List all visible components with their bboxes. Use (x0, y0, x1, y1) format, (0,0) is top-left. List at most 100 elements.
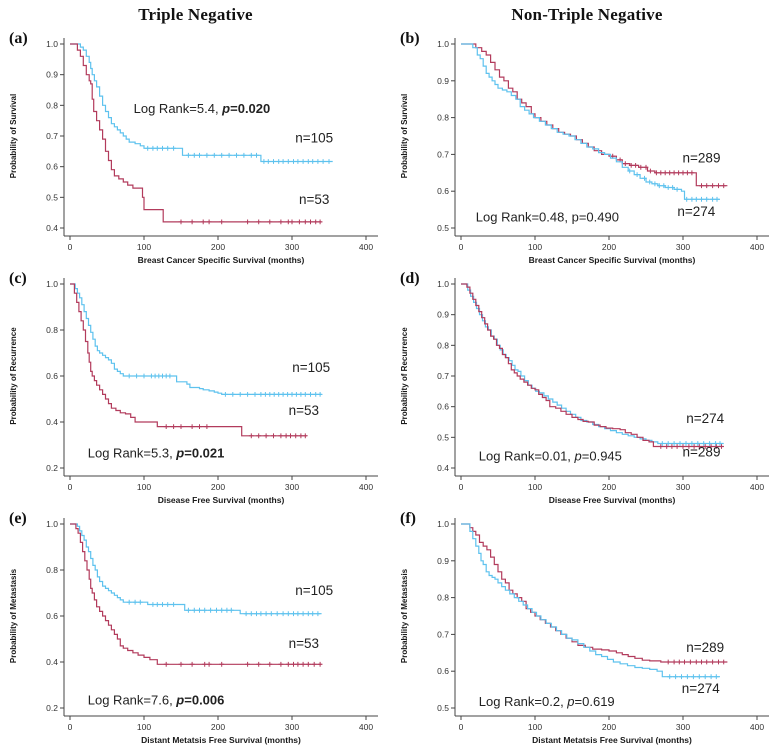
y-tick-label: 0.6 (437, 186, 449, 196)
panel-letter-a: (a) (9, 30, 28, 47)
log-rank-prefix: Log Rank=0.48, (476, 210, 572, 225)
p-symbol: p (572, 210, 579, 225)
series-line-n=105 (70, 523, 322, 615)
p-symbol: p (175, 693, 184, 708)
y-axis-title: Probability of Survival (9, 94, 18, 178)
y-axis-title: Probability of Recurrence (9, 327, 18, 425)
panel-letter-d: (d) (400, 270, 420, 287)
y-tick-label: 0.9 (437, 76, 449, 86)
y-tick-label: 0.2 (46, 703, 58, 713)
x-tick-label: 400 (359, 242, 373, 252)
series-n-label: n=53 (289, 636, 319, 651)
p-value: =0.020 (230, 101, 270, 116)
x-tick-label: 0 (459, 482, 464, 492)
series-line-n=274 (461, 43, 720, 200)
censor-marks-n=105 (145, 145, 332, 164)
panel-e: (e) 0 100 200 300 400 0.2 0.4 0.6 0.8 1.0 Distant … (0, 508, 391, 748)
x-tick-label: 200 (211, 482, 225, 492)
km-plot-c: 0 100 200 300 400 0.2 0.4 0.6 0.8 1.0 Disease Free… (9, 278, 378, 505)
y-tick-label: 0.4 (46, 223, 58, 233)
x-tick-label: 0 (459, 722, 464, 732)
y-tick-label: 0.8 (46, 565, 58, 575)
log-rank-prefix: Log Rank=5.3, (88, 446, 177, 461)
km-plot-f: 0 100 200 300 400 0.5 0.6 0.7 0.8 0.9 1.0 Distant M… (400, 518, 769, 745)
censor-marks-n=274 (627, 168, 720, 202)
series-n-label: n=105 (295, 131, 333, 146)
series-n-label: n=274 (682, 681, 720, 696)
y-tick-label: 0.6 (437, 666, 449, 676)
x-axis-title: Distant Metatsis Free Survival (months) (532, 735, 692, 745)
y-tick-label: 0.9 (437, 310, 449, 320)
x-tick-label: 0 (68, 242, 73, 252)
y-tick-label: 0.5 (437, 703, 449, 713)
series-line-n=105 (70, 283, 322, 395)
y-tick-label: 0.4 (437, 463, 449, 473)
y-tick-label: 0.8 (46, 325, 58, 335)
series-n-label: n=289 (686, 640, 724, 655)
y-tick-label: 0.4 (46, 657, 58, 667)
x-tick-label: 400 (750, 722, 764, 732)
x-tick-label: 400 (750, 242, 764, 252)
x-tick-label: 300 (285, 482, 299, 492)
x-axis-title: Disease Free Survival (months) (549, 495, 676, 505)
y-tick-label: 0.6 (46, 162, 58, 172)
y-tick-label: 0.8 (46, 100, 58, 110)
censor-marks-n=289 (665, 659, 727, 665)
y-tick-label: 0.2 (46, 463, 58, 473)
panel-a: (a) 0 100 200 300 400 0.4 0.5 0.6 0.7 0.8 0.9 1.0 Br… (0, 28, 391, 268)
series-n-label: n=105 (292, 360, 330, 375)
censor-marks-n=274 (659, 441, 723, 446)
panel-grid: (a) 0 100 200 300 400 0.4 0.5 0.6 0.7 0.8 0.9 1.0 Br… (0, 28, 783, 748)
y-tick-label: 0.5 (437, 223, 449, 233)
log-rank-prefix: Log Rank=7.6, (88, 693, 177, 708)
x-tick-label: 300 (285, 242, 299, 252)
panel-letter-b: (b) (400, 30, 420, 47)
log-rank-annotation: Log Rank=7.6, p=0.006 (88, 693, 225, 708)
series-line-n=289 (461, 283, 724, 448)
p-symbol: p (175, 446, 184, 461)
series-n-label: n=289 (683, 445, 721, 460)
panel-letter-f: (f) (400, 510, 416, 527)
series-line-n=274 (461, 523, 720, 678)
x-tick-label: 100 (528, 722, 542, 732)
x-axis-title: Distant Metatsis Free Survival (months) (141, 735, 301, 745)
censor-marks-n=289 (610, 153, 727, 189)
y-tick-label: 0.8 (437, 113, 449, 123)
censor-marks-n=53 (178, 219, 323, 225)
y-tick-label: 0.5 (437, 432, 449, 442)
censor-marks-n=274 (667, 674, 719, 680)
x-axis-title: Disease Free Survival (months) (158, 495, 285, 505)
y-tick-label: 1.0 (46, 279, 58, 289)
x-tick-label: 300 (676, 242, 690, 252)
y-tick-label: 0.9 (46, 70, 58, 80)
y-tick-label: 0.7 (46, 131, 58, 141)
y-tick-label: 0.8 (437, 593, 449, 603)
y-tick-label: 1.0 (437, 519, 449, 529)
y-axis-title: Probability of Metastasis (400, 568, 409, 663)
y-axis-title: Probability of Recurrence (400, 327, 409, 425)
log-rank-annotation: Log Rank=5.3, p=0.021 (88, 446, 225, 461)
series-n-label: n=289 (683, 150, 721, 165)
x-tick-label: 200 (602, 722, 616, 732)
column-title-non-triple-negative: Non-Triple Negative (511, 5, 663, 24)
x-tick-label: 300 (676, 482, 690, 492)
log-rank-prefix: Log Rank=0.2, (479, 694, 568, 709)
p-value: =0.021 (184, 446, 224, 461)
y-tick-label: 0.6 (437, 402, 449, 412)
y-tick-label: 0.6 (46, 371, 58, 381)
censor-marks-n=53 (163, 661, 323, 667)
x-tick-label: 100 (528, 242, 542, 252)
y-tick-label: 0.7 (437, 629, 449, 639)
log-rank-annotation: Log Rank=5.4, p=0.020 (134, 101, 271, 116)
x-tick-label: 200 (211, 722, 225, 732)
series-line-n=105 (70, 43, 333, 163)
x-tick-label: 400 (359, 722, 373, 732)
series-n-label: n=53 (289, 403, 319, 418)
y-tick-label: 0.8 (437, 340, 449, 350)
x-tick-label: 400 (750, 482, 764, 492)
series-n-label: n=274 (686, 411, 724, 426)
panel-d: (d) 0 100 200 300 400 0.4 0.5 0.6 0.7 0.8 0.9 1.0 Di… (391, 268, 783, 508)
km-plot-d: 0 100 200 300 400 0.4 0.5 0.6 0.7 0.8 0.9 1.0 Diseas… (400, 278, 769, 505)
y-axis-title: Probability of Metastasis (9, 568, 18, 663)
panel-c: (c) 0 100 200 300 400 0.2 0.4 0.6 0.8 1.0 Disease … (0, 268, 391, 508)
